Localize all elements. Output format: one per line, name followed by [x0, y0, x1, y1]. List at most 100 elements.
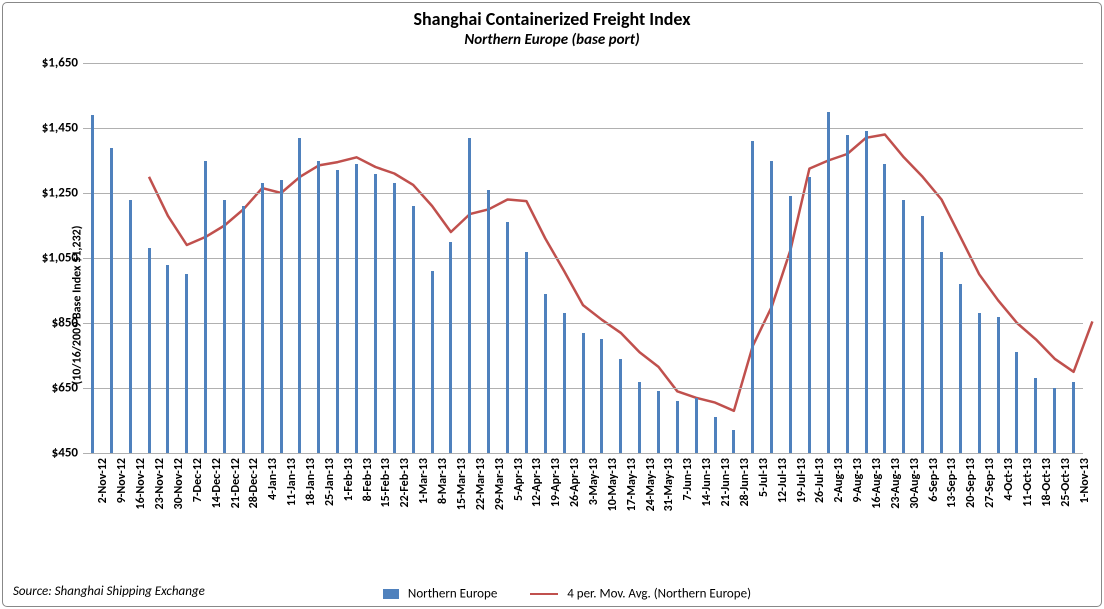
legend: Northern Europe 4 per. Mov. Avg. (Northe… [3, 586, 1101, 601]
bar [1034, 378, 1037, 453]
x-tick-label: 1-Nov-13 [1078, 458, 1092, 503]
x-tick-label: 31-May-13 [662, 458, 676, 511]
bar [374, 174, 377, 454]
bar [789, 196, 792, 453]
x-tick-label: 18-Jan-13 [304, 458, 318, 506]
bar [185, 274, 188, 453]
x-tick-label: 11-Oct-13 [1021, 458, 1035, 507]
x-tick-label: 19-Apr-13 [549, 458, 563, 507]
bar [280, 180, 283, 453]
x-tick-label: 28-Jun-13 [738, 458, 752, 507]
bar [544, 294, 547, 453]
bar [1015, 352, 1018, 453]
x-tick-label: 29-Mar-13 [493, 458, 507, 510]
chart-title: Shanghai Containerized Freight Index [3, 8, 1101, 30]
bar [355, 164, 358, 453]
y-tick-label: $850 [18, 316, 78, 331]
legend-line-label: 4 per. Mov. Avg. (Northern Europe) [567, 586, 751, 601]
grid-line [83, 323, 1083, 324]
x-tick-label: 5-Apr-13 [512, 458, 526, 501]
x-tick-label: 1-Feb-13 [342, 458, 356, 501]
bar [1053, 388, 1056, 453]
bar [714, 417, 717, 453]
bar [317, 161, 320, 454]
x-tick-label: 9-Nov-12 [115, 458, 129, 503]
legend-swatch-bar [383, 589, 399, 599]
x-tick-label: 2-Aug-13 [832, 458, 846, 503]
bar [600, 339, 603, 453]
bar [261, 183, 264, 453]
x-tick-label: 5-Jul-13 [757, 458, 771, 497]
x-tick-label: 7-Dec-12 [191, 458, 205, 502]
bar [902, 200, 905, 454]
y-tick-label: $450 [18, 446, 78, 461]
bar [298, 138, 301, 453]
grid-line [83, 193, 1083, 194]
bar [657, 391, 660, 453]
x-tick-label: 8-Feb-13 [361, 458, 375, 501]
bar [619, 359, 622, 453]
grid-line [83, 128, 1083, 129]
x-tick-label: 26-Jul-13 [813, 458, 827, 503]
bar [808, 177, 811, 453]
x-tick-label: 12-Apr-13 [530, 458, 544, 507]
legend-bar-label: Northern Europe [408, 586, 497, 601]
x-tick-label: 6-Sep-13 [927, 458, 941, 502]
bar [110, 148, 113, 454]
x-tick-label: 13-Sep-13 [945, 458, 959, 508]
x-tick-label: 11-Jan-13 [285, 458, 299, 506]
bar [638, 382, 641, 454]
x-tick-label: 14-Jun-13 [700, 458, 714, 507]
x-tick-label: 25-Jan-13 [323, 458, 337, 506]
x-tick-label: 15-Mar-13 [455, 458, 469, 510]
x-tick-label: 23-Nov-12 [153, 458, 167, 509]
x-tick-label: 2-Nov-12 [96, 458, 110, 503]
x-tick-label: 26-Apr-13 [568, 458, 582, 507]
bar [676, 401, 679, 453]
bar [91, 115, 94, 453]
x-tick-label: 21-Jun-13 [719, 458, 733, 507]
bar [487, 190, 490, 453]
bar [770, 161, 773, 454]
chart-frame: Shanghai Containerized Freight Index Nor… [2, 2, 1102, 607]
bar [412, 206, 415, 453]
x-tick-label: 7-Jun-13 [681, 458, 695, 500]
bar [732, 430, 735, 453]
bar [865, 131, 868, 453]
bar [959, 284, 962, 453]
plot-area: $450$650$850$1,050$1,250$1,450$1,6502-No… [83, 63, 1083, 453]
bar [997, 317, 1000, 454]
x-tick-label: 22-Feb-13 [398, 458, 412, 508]
legend-swatch-line [530, 593, 558, 595]
bar [223, 200, 226, 454]
x-tick-label: 4-Jan-13 [266, 458, 280, 500]
bar [695, 398, 698, 453]
x-tick-label: 3-May-13 [587, 458, 601, 505]
x-tick-label: 30-Nov-12 [172, 458, 186, 509]
x-tick-label: 21-Dec-12 [229, 458, 243, 508]
chart-subtitle: Northern Europe (base port) [3, 31, 1101, 49]
bar [129, 200, 132, 454]
bar [393, 183, 396, 453]
x-tick-label: 25-Oct-13 [1059, 458, 1073, 507]
bar [1072, 382, 1075, 454]
x-tick-label: 28-Dec-12 [247, 458, 261, 508]
grid-line [83, 63, 1083, 64]
x-tick-label: 15-Feb-13 [379, 458, 393, 508]
y-tick-label: $650 [18, 381, 78, 396]
x-tick-label: 19-Jul-13 [795, 458, 809, 503]
x-tick-label: 30-Aug-13 [908, 458, 922, 509]
x-tick-label: 16-Aug-13 [870, 458, 884, 509]
x-tick-label: 16-Nov-12 [134, 458, 148, 509]
bar [242, 206, 245, 453]
bar [751, 141, 754, 453]
bar [525, 252, 528, 454]
y-tick-label: $1,050 [18, 251, 78, 266]
x-tick-label: 8-Mar-13 [436, 458, 450, 504]
bar [148, 248, 151, 453]
grid-line [83, 453, 1083, 454]
x-tick-label: 24-May-13 [644, 458, 658, 511]
x-tick-label: 9-Aug-13 [851, 458, 865, 503]
bar [166, 265, 169, 454]
x-tick-label: 20-Sep-13 [964, 458, 978, 508]
